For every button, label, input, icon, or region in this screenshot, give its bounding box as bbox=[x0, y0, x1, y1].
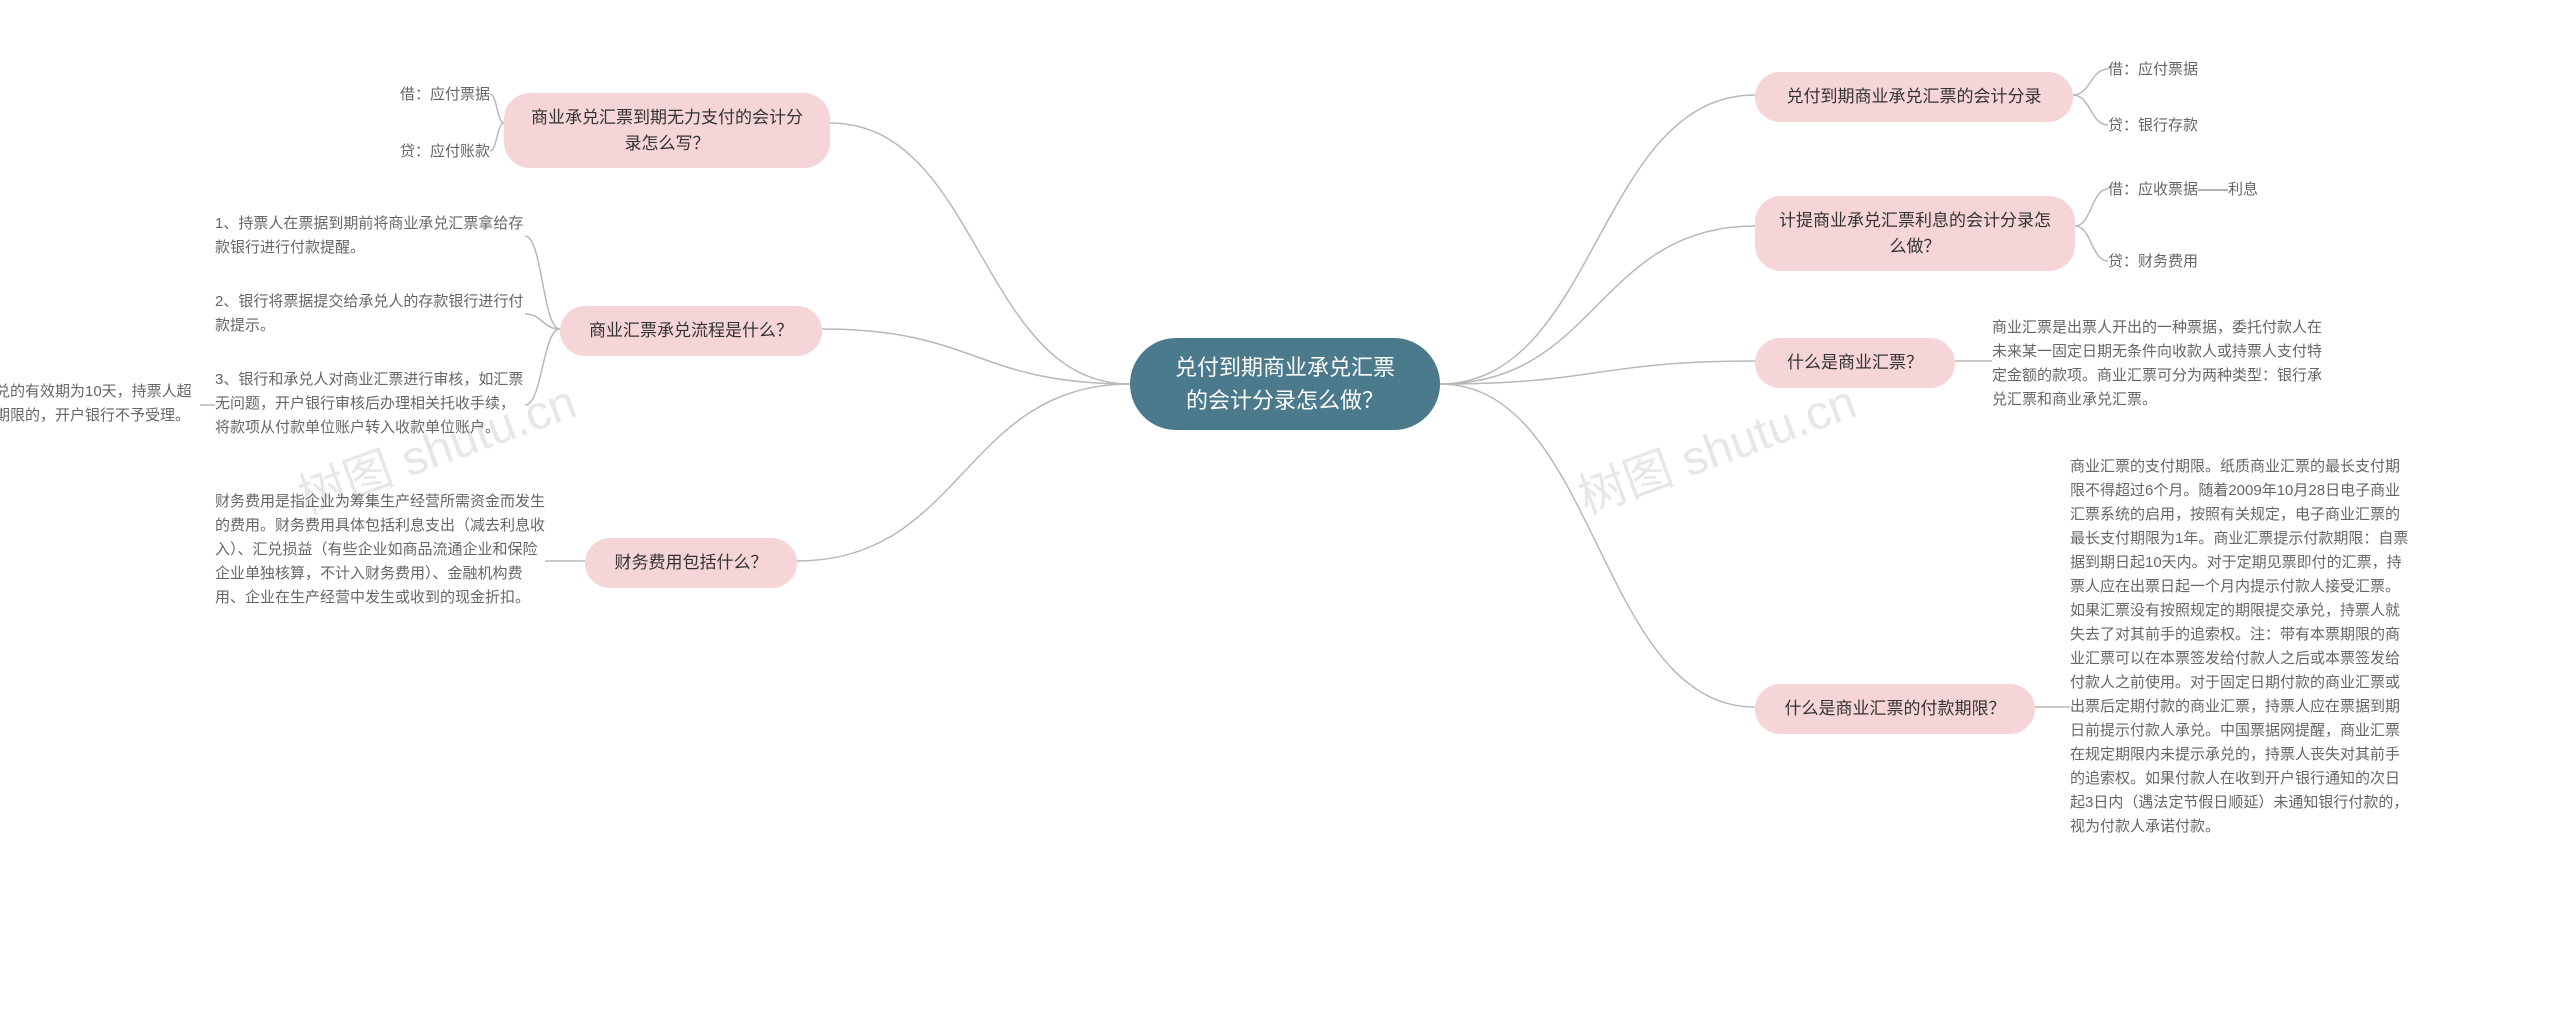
branch-r3: 什么是商业汇票？ bbox=[1755, 338, 1955, 388]
leaf-r2-0: 借：应收票据——利息 bbox=[2108, 178, 2308, 202]
leaf-l3-0: 财务费用是指企业为筹集生产经营所需资金而发生的费用。财务费用具体包括利息支出（减… bbox=[215, 490, 545, 610]
leaf-l1-1: 贷：应付账款 bbox=[360, 140, 490, 164]
branch-l3-text: 财务费用包括什么？ bbox=[615, 550, 768, 576]
leaf-l2-0: 1、持票人在票据到期前将商业承兑汇票拿给存款银行进行付款提醒。 bbox=[215, 212, 525, 260]
branch-l3: 财务费用包括什么？ bbox=[585, 538, 797, 588]
branch-l1: 商业承兑汇票到期无力支付的会计分录怎么写？ bbox=[504, 93, 830, 168]
branch-r2-text: 计提商业承兑汇票利息的会计分录怎么做？ bbox=[1777, 208, 2053, 259]
leaf-l2-2-sub: 商业汇票承兑的有效期为10天，持票人超过提示付款期限的，开户银行不予受理。 bbox=[0, 380, 200, 428]
leaf-r4-0: 商业汇票的支付期限。纸质商业汇票的最长支付期限不得超过6个月。随着2009年10… bbox=[2070, 455, 2410, 839]
center-node: 兑付到期商业承兑汇票的会计分录怎么做？ bbox=[1130, 338, 1440, 430]
center-node-text: 兑付到期商业承兑汇票的会计分录怎么做？ bbox=[1166, 351, 1404, 417]
branch-r4-text: 什么是商业汇票的付款期限？ bbox=[1785, 696, 2006, 722]
branch-l1-text: 商业承兑汇票到期无力支付的会计分录怎么写？ bbox=[526, 105, 808, 156]
leaf-r3-0: 商业汇票是出票人开出的一种票据，委托付款人在未来某一固定日期无条件向收款人或持票… bbox=[1992, 316, 2322, 412]
leaf-r1-1: 贷：银行存款 bbox=[2108, 114, 2238, 138]
leaf-l2-2: 3、银行和承兑人对商业汇票进行审核，如汇票无问题，开户银行审核后办理相关托收手续… bbox=[215, 368, 525, 440]
branch-l2: 商业汇票承兑流程是什么？ bbox=[560, 306, 822, 356]
branch-r1-text: 兑付到期商业承兑汇票的会计分录 bbox=[1787, 84, 2042, 110]
leaf-l2-1: 2、银行将票据提交给承兑人的存款银行进行付款提示。 bbox=[215, 290, 525, 338]
branch-r4: 什么是商业汇票的付款期限？ bbox=[1755, 684, 2035, 734]
branch-r1: 兑付到期商业承兑汇票的会计分录 bbox=[1755, 72, 2073, 122]
branch-l2-text: 商业汇票承兑流程是什么？ bbox=[589, 318, 793, 344]
leaf-l1-0: 借：应付票据 bbox=[360, 83, 490, 107]
leaf-r1-0: 借：应付票据 bbox=[2108, 58, 2238, 82]
branch-r3-text: 什么是商业汇票？ bbox=[1787, 350, 1923, 376]
leaf-r2-1: 贷：财务费用 bbox=[2108, 250, 2238, 274]
branch-r2: 计提商业承兑汇票利息的会计分录怎么做？ bbox=[1755, 196, 2075, 271]
